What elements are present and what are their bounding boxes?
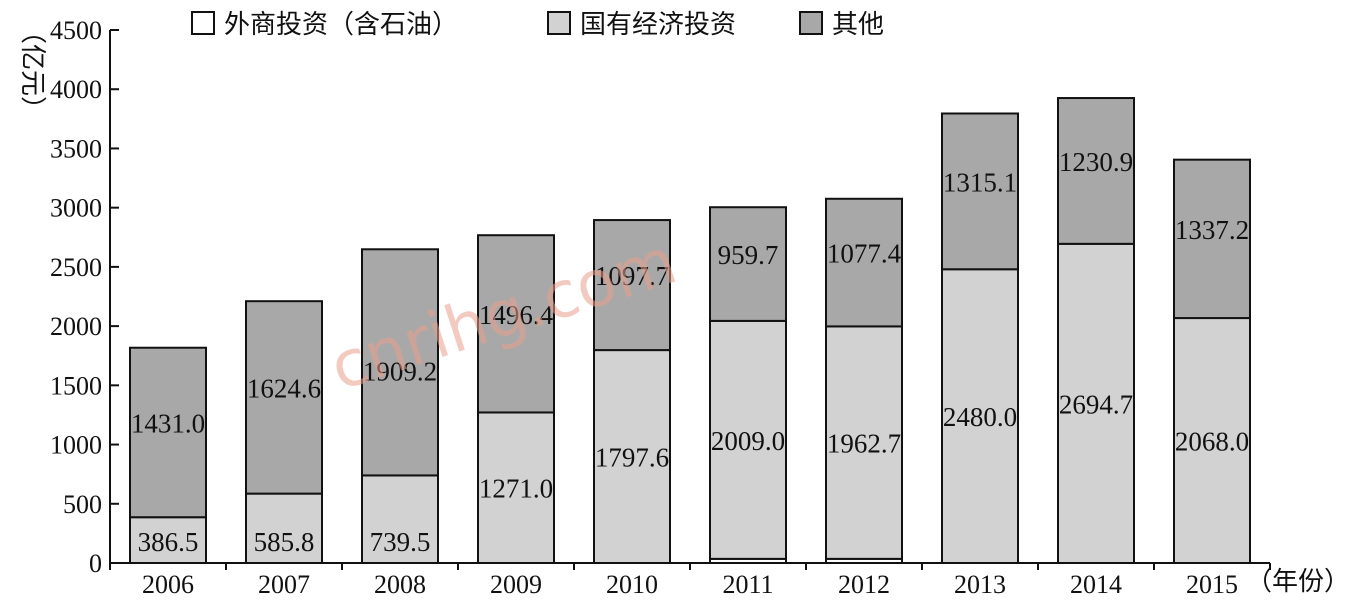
x-tick-label: 2010 (606, 570, 658, 599)
bar-value-label: 1496.4 (479, 300, 554, 330)
bar-value-label: 2480.0 (943, 402, 1017, 432)
x-tick-label: 2014 (1070, 570, 1122, 599)
bar-segment (129, 346, 207, 519)
bar-value-label: 959.7 (718, 240, 779, 270)
x-tick-label: 2007 (258, 570, 310, 599)
legend-swatch (191, 11, 215, 35)
y-tick-label: 0 (89, 549, 102, 578)
bar-value-label: 1797.6 (595, 443, 669, 473)
bar-segment (1173, 317, 1251, 564)
legend: 外商投资（含石油） 国有经济投资 其他 (191, 10, 884, 40)
bar-segment (361, 248, 439, 477)
bar-segment (129, 516, 207, 565)
y-tick-label: 3500 (50, 134, 102, 163)
x-tick-label: 2006 (142, 570, 194, 599)
bars (129, 97, 1251, 565)
bar-segment (593, 349, 671, 564)
x-tick-label: 2009 (490, 570, 542, 599)
bar-value-label: 1962.7 (827, 429, 901, 459)
x-tick-label: 2012 (838, 570, 890, 599)
bar-segment (477, 234, 555, 414)
y-axis-title: （亿元） (17, 18, 47, 122)
bar-value-label: 2068.0 (1175, 427, 1249, 457)
bar-value-label: 1230.9 (1059, 147, 1133, 177)
bar-segment (1173, 158, 1251, 320)
x-axis-title: （年份） (1246, 567, 1350, 597)
x-tick-label: 2008 (374, 570, 426, 599)
y-tick-label: 1000 (50, 431, 102, 460)
bar-value-label: 1431.0 (131, 408, 205, 438)
legend-label: 其他 (832, 10, 884, 40)
bar-segment (1057, 97, 1135, 245)
bar-value-label: 1097.7 (595, 261, 669, 291)
y-tick-label: 4500 (50, 16, 102, 45)
bar-segment (941, 112, 1019, 271)
bar-value-label: 2694.7 (1059, 389, 1133, 419)
y-tick-label: 500 (63, 490, 102, 519)
bar-segment (709, 319, 787, 560)
data-labels: 386.5 1431.0 585.8 1624.6 739.5 1909.2 1271.0 1… (131, 147, 1249, 557)
bar-value-label: 739.5 (370, 527, 431, 557)
x-tick-label: 2013 (954, 570, 1006, 599)
bar-value-label: 1077.4 (827, 239, 902, 269)
legend-swatch (799, 11, 823, 35)
x-tick-label: 2011 (722, 570, 773, 599)
legend-label: 国有经济投资 (580, 10, 736, 40)
bar-segment (477, 411, 555, 565)
bar-value-label: 1909.2 (363, 356, 437, 386)
y-tick-label: 2500 (50, 253, 102, 282)
bar-value-label: 1315.1 (943, 167, 1017, 197)
bar-value-label: 1337.2 (1175, 215, 1249, 245)
axes: 0 500 1000 1500 2000 2500 3000 3500 4000 4500 2006… (50, 16, 1271, 599)
bar-segment (593, 219, 671, 352)
y-tick-label: 4000 (50, 75, 102, 104)
legend-label: 外商投资（含石油） (224, 10, 458, 40)
bar-value-label: 1624.6 (247, 373, 321, 403)
x-tick-label: 2015 (1186, 570, 1238, 599)
bar-value-label: 2009.0 (711, 426, 785, 456)
bar-segment (825, 197, 903, 328)
y-tick-label: 3000 (50, 194, 102, 223)
bar-segment (245, 300, 323, 495)
legend-swatch (547, 11, 571, 35)
bar-value-label: 386.5 (138, 527, 199, 557)
bar-segment (245, 492, 323, 564)
y-tick-label: 2000 (50, 312, 102, 341)
bar-value-label: 1271.0 (479, 474, 553, 504)
bar-segment (709, 206, 787, 322)
bar-value-label: 585.8 (254, 527, 315, 557)
y-tick-label: 1500 (50, 371, 102, 400)
